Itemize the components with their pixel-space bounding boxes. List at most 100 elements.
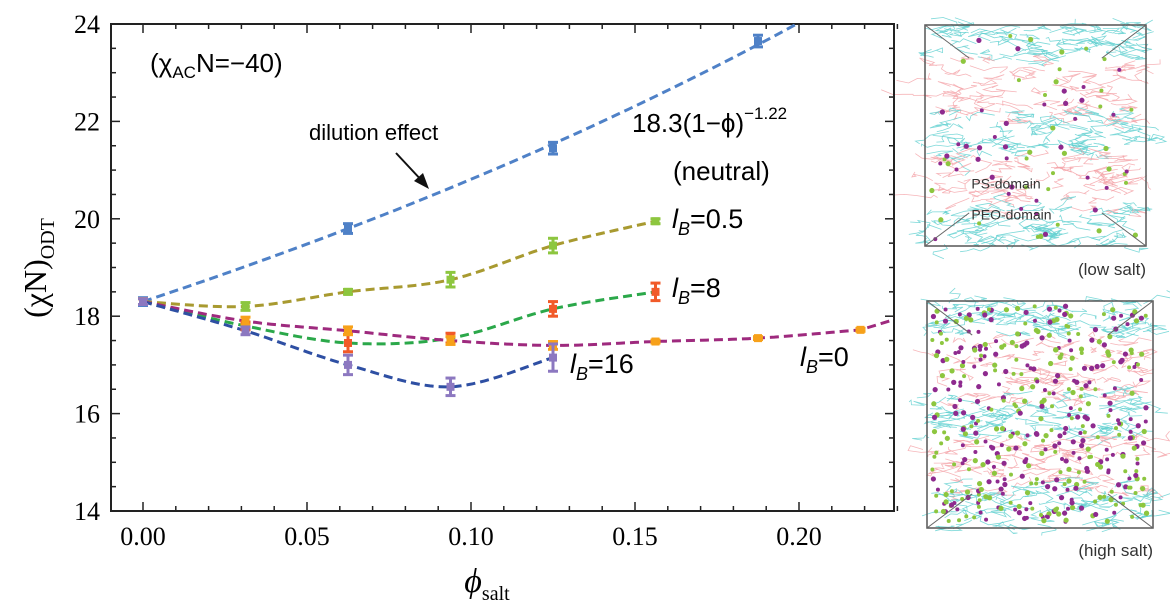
polymer-chain xyxy=(977,55,1013,61)
polymer-chain xyxy=(1007,523,1032,531)
ion xyxy=(1096,339,1102,345)
series-label: lB=16 xyxy=(570,349,634,384)
polymer-chain xyxy=(928,464,960,475)
polymer-chain xyxy=(1048,229,1062,236)
polymer-chain xyxy=(1013,160,1031,170)
polymer-chain xyxy=(1094,521,1109,526)
polymer-chain xyxy=(945,108,969,116)
polymer-chain xyxy=(967,208,1006,219)
polymer-chain xyxy=(1096,376,1109,383)
ion xyxy=(995,454,1001,460)
marker xyxy=(446,275,455,284)
ion xyxy=(973,450,978,455)
polymer-chain xyxy=(926,150,954,157)
ion xyxy=(989,174,995,180)
polymer-chain xyxy=(1109,497,1141,503)
polymer-chain xyxy=(1047,468,1072,477)
y-tick-label: 20 xyxy=(74,205,100,234)
polymer-chain xyxy=(923,419,949,425)
data-point xyxy=(445,376,456,398)
polymer-chain xyxy=(1121,124,1160,131)
polymer-chain xyxy=(1030,87,1048,95)
polymer-chain xyxy=(954,45,978,55)
polymer-chain xyxy=(935,172,964,178)
ion xyxy=(1002,481,1008,488)
ion xyxy=(1124,169,1129,174)
polymer-chain xyxy=(1064,429,1114,439)
ion xyxy=(993,426,1000,432)
ion xyxy=(939,109,945,115)
ion xyxy=(1030,384,1036,390)
polymer-chain xyxy=(924,408,964,419)
ion xyxy=(1125,322,1130,327)
ion xyxy=(1143,405,1149,411)
polymer-chain xyxy=(1102,27,1154,36)
polymer-chain xyxy=(1118,27,1137,35)
ion xyxy=(1096,228,1102,234)
box-edge xyxy=(924,212,970,247)
ion xyxy=(1026,463,1032,469)
ion xyxy=(999,425,1006,432)
ion xyxy=(951,379,957,385)
data-point xyxy=(650,281,661,303)
data-point xyxy=(240,301,251,312)
polymer-chain xyxy=(1003,317,1022,325)
ion xyxy=(1009,184,1015,190)
ion xyxy=(953,351,958,356)
ion xyxy=(946,387,951,392)
ion xyxy=(1133,472,1139,479)
ion xyxy=(983,494,989,500)
ion xyxy=(1113,502,1118,507)
polymer-chain xyxy=(1030,455,1052,467)
ion xyxy=(1043,93,1048,98)
ion xyxy=(1001,398,1006,403)
ion xyxy=(1022,515,1028,522)
polymer-chain xyxy=(992,334,1008,340)
ion xyxy=(984,517,989,522)
polymer-chain xyxy=(932,243,949,260)
polymer-chain xyxy=(1012,69,1035,79)
polymer-chain xyxy=(1072,27,1101,35)
polymer-chain xyxy=(1088,148,1111,159)
polymer-chain xyxy=(1146,322,1170,335)
polymer-chain xyxy=(1087,142,1112,156)
ion xyxy=(1081,365,1088,371)
ion xyxy=(989,407,994,412)
ion xyxy=(976,481,983,487)
ion xyxy=(1132,365,1137,370)
polymer-chain xyxy=(1057,482,1077,489)
polymer-chain xyxy=(1113,310,1134,322)
polymer-chain xyxy=(1139,485,1164,499)
ion xyxy=(975,306,980,311)
ion xyxy=(1024,340,1030,346)
polymer-chain xyxy=(950,206,980,217)
polymer-chain xyxy=(958,95,984,102)
polymer-chain xyxy=(930,319,955,334)
ion xyxy=(960,426,966,432)
series-label: lB=8 xyxy=(672,273,721,308)
polymer-chain xyxy=(1061,394,1084,405)
marker xyxy=(344,338,352,347)
polymer-chain xyxy=(1122,137,1159,143)
polymer-chain xyxy=(960,487,978,493)
polymer-chain xyxy=(944,197,970,210)
ion xyxy=(942,157,947,162)
ion xyxy=(999,443,1004,448)
polymer-chain xyxy=(1031,368,1062,377)
ion xyxy=(1098,104,1103,109)
ion xyxy=(1053,79,1059,85)
ion xyxy=(1108,497,1114,503)
marker xyxy=(344,287,352,296)
ion xyxy=(1140,440,1147,446)
polymer-chain xyxy=(996,331,1031,337)
ion xyxy=(939,373,946,379)
high-salt-inset: (high salt) xyxy=(907,287,1170,560)
ion xyxy=(958,398,963,403)
ps-domain-label: PS-domain xyxy=(971,176,1040,192)
polymer-chain xyxy=(1084,296,1105,303)
polymer-chain xyxy=(952,519,973,530)
polymer-chain xyxy=(1135,325,1167,333)
ion xyxy=(1006,191,1011,196)
polymer-chain xyxy=(1053,161,1066,170)
marker xyxy=(754,37,762,46)
